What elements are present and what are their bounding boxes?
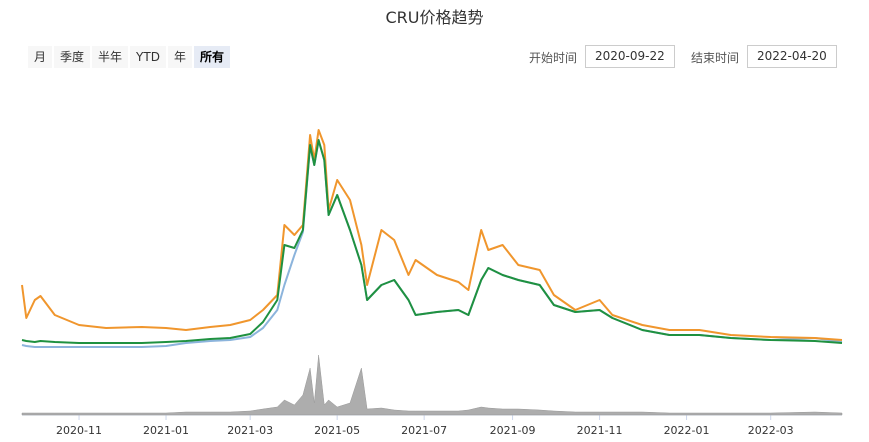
end-date[interactable]: 2022-04-20 <box>747 45 837 68</box>
range-buttons: 月季度 半年 YTD 年所有 <box>28 46 230 68</box>
x-tick-label: 2021-05 <box>314 424 360 437</box>
volume-area <box>21 354 843 416</box>
series-line <box>21 139 843 344</box>
start-label: 开始时间 <box>529 51 578 65</box>
x-tick-label: 2021-09 <box>490 424 536 437</box>
chart-title: CRU价格趋势 <box>385 8 484 27</box>
range-button[interactable]: 季度 <box>54 46 91 68</box>
series-line <box>21 129 843 341</box>
end-label: 结束时间 <box>691 51 740 65</box>
range-button[interactable]: YTD <box>130 46 166 68</box>
range-button[interactable]: 年 <box>167 46 192 68</box>
x-tick-label: 2021-03 <box>227 424 273 437</box>
x-tick-label: 2021-07 <box>401 424 447 437</box>
x-tick-label: 2022-03 <box>748 424 794 437</box>
range-button[interactable]: 所有 <box>193 46 230 68</box>
x-tick-label: 2020-11 <box>56 424 102 437</box>
x-tick-label: 2021-11 <box>577 424 623 437</box>
start-date[interactable]: 2020-09-22 <box>585 45 675 68</box>
series-line <box>21 140 843 348</box>
range-button[interactable]: 半年 <box>92 46 129 68</box>
x-tick-label: 2022-01 <box>664 424 710 437</box>
x-tick-label: 2021-01 <box>143 424 189 437</box>
range-button[interactable]: 月 <box>28 46 53 68</box>
